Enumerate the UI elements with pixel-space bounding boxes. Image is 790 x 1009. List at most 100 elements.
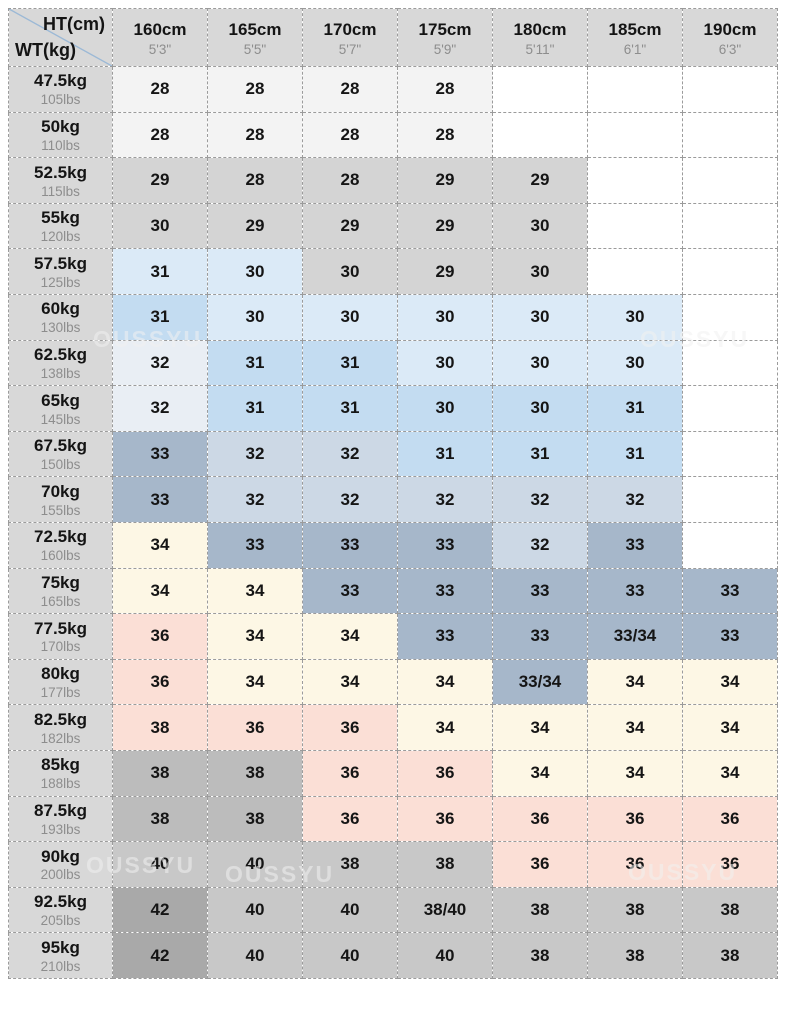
row-label-57.5kg: 57.5kg 125lbs <box>8 248 113 295</box>
size-cell: 36 <box>587 841 683 888</box>
corner-cell: HT(cm) WT(kg) <box>8 8 113 67</box>
size-cell: 34 <box>302 658 398 706</box>
size-cell: 34 <box>682 704 778 751</box>
table-row: 80kg 177lbs 36 34 34 34 33/34 34 34 <box>8 658 778 706</box>
column-height-ft: 5'9" <box>433 42 457 58</box>
row-label-47.5kg: 47.5kg 105lbs <box>8 66 113 113</box>
size-cell: 36 <box>112 613 208 660</box>
column-header-160cm: 160cm 5'3" <box>112 8 208 67</box>
size-cell: 30 <box>492 339 588 387</box>
column-height-cm: 175cm <box>418 19 472 39</box>
column-height-cm: 190cm <box>703 19 757 39</box>
size-cell <box>682 293 778 341</box>
size-cell: 29 <box>397 157 493 204</box>
size-cell <box>682 339 778 387</box>
table-row: 77.5kg 170lbs 36 34 34 33 33 33/34 33 <box>8 613 778 660</box>
size-cell: 36 <box>302 749 398 797</box>
row-weight-kg: 50kg <box>41 117 80 136</box>
header-row: HT(cm) WT(kg) 160cm 5'3" 165cm 5'5" 170cm 5'7… <box>8 8 778 67</box>
table-row: 62.5kg 138lbs 32 31 31 30 30 30 <box>8 339 778 387</box>
size-cell: 33 <box>397 567 493 615</box>
size-cell: 30 <box>397 385 493 432</box>
size-cell: 28 <box>112 111 208 159</box>
column-header-180cm: 180cm 5'11" <box>492 8 588 67</box>
size-cell: 40 <box>207 886 303 934</box>
size-cell: 30 <box>207 293 303 341</box>
size-cell: 31 <box>112 248 208 295</box>
size-cell: 32 <box>587 476 683 523</box>
table-row: 67.5kg 150lbs 33 32 32 31 31 31 <box>8 430 778 478</box>
row-label-90kg: 90kg 200lbs <box>8 841 113 888</box>
row-weight-lbs: 170lbs <box>40 639 81 655</box>
row-weight-kg: 80kg <box>41 664 80 684</box>
row-weight-kg: 87.5kg <box>34 800 87 820</box>
size-cell <box>587 111 683 159</box>
table-row: 52.5kg 115lbs 29 28 28 29 29 <box>8 157 778 204</box>
size-cell: 30 <box>397 293 493 341</box>
size-cell: 28 <box>302 111 398 159</box>
size-cell: 33 <box>682 613 778 660</box>
row-label-52.5kg: 52.5kg 115lbs <box>8 157 113 204</box>
size-cell: 34 <box>112 521 208 569</box>
size-cell: 40 <box>207 841 303 888</box>
size-cell: 34 <box>587 658 683 706</box>
size-cell: 34 <box>397 658 493 706</box>
size-cell: 30 <box>397 339 493 387</box>
size-cell: 31 <box>302 385 398 432</box>
row-label-70kg: 70kg 155lbs <box>8 476 113 523</box>
size-cell: 32 <box>302 430 398 478</box>
column-height-cm: 185cm <box>608 19 662 39</box>
row-weight-lbs: 165lbs <box>40 593 81 609</box>
size-cell: 33 <box>112 430 208 478</box>
column-height-ft: 5'7" <box>338 42 362 58</box>
column-height-ft: 6'1" <box>623 42 647 58</box>
row-weight-lbs: 130lbs <box>40 320 81 336</box>
size-cell: 36 <box>302 704 398 751</box>
size-cell: 33 <box>397 521 493 569</box>
size-cell <box>587 157 683 204</box>
size-cell <box>682 202 778 250</box>
table-row: 75kg 165lbs 34 34 33 33 33 33 33 <box>8 567 778 615</box>
table-row: 72.5kg 160lbs 34 33 33 33 32 33 <box>8 521 778 569</box>
size-cell: 36 <box>682 841 778 888</box>
size-cell: 36 <box>587 795 683 843</box>
row-label-60kg: 60kg 130lbs <box>8 293 113 341</box>
row-weight-kg: 65kg <box>41 390 80 410</box>
row-weight-lbs: 110lbs <box>41 137 80 153</box>
row-weight-kg: 72.5kg <box>34 527 87 547</box>
column-height-ft: 5'5" <box>243 42 267 58</box>
row-weight-kg: 70kg <box>41 481 80 501</box>
column-height-ft: 6'3" <box>718 42 742 58</box>
size-cell: 36 <box>397 795 493 843</box>
row-label-77.5kg: 77.5kg 170lbs <box>8 613 113 660</box>
row-label-82.5kg: 82.5kg 182lbs <box>8 704 113 751</box>
size-cell: 30 <box>492 385 588 432</box>
row-label-65kg: 65kg 145lbs <box>8 385 113 432</box>
row-label-50kg: 50kg 110lbs <box>8 111 113 159</box>
row-weight-kg: 85kg <box>41 755 80 775</box>
size-cell: 38 <box>492 886 588 934</box>
size-cell <box>682 385 778 432</box>
column-height-ft: 5'11" <box>525 42 555 58</box>
size-cell: 38 <box>587 932 683 979</box>
size-cell <box>682 430 778 478</box>
size-cell: 38 <box>112 795 208 843</box>
size-cell: 36 <box>492 841 588 888</box>
row-weight-lbs: 193lbs <box>40 821 81 837</box>
size-cell: 29 <box>397 202 493 250</box>
size-chart-page: HT(cm) WT(kg) 160cm 5'3" 165cm 5'5" 170cm 5'7… <box>0 8 790 1009</box>
size-cell: 40 <box>302 886 398 934</box>
size-cell: 29 <box>397 248 493 295</box>
size-cell: 30 <box>492 202 588 250</box>
size-cell <box>587 66 683 113</box>
row-label-80kg: 80kg 177lbs <box>8 658 113 706</box>
size-cell: 40 <box>397 932 493 979</box>
size-cell: 33 <box>302 521 398 569</box>
row-weight-lbs: 125lbs <box>40 274 81 290</box>
size-cell: 33 <box>587 567 683 615</box>
row-weight-kg: 67.5kg <box>34 436 87 456</box>
size-cell: 34 <box>112 567 208 615</box>
table-row: 70kg 155lbs 33 32 32 32 32 32 <box>8 476 778 523</box>
size-cell: 33 <box>682 567 778 615</box>
size-cell: 31 <box>397 430 493 478</box>
